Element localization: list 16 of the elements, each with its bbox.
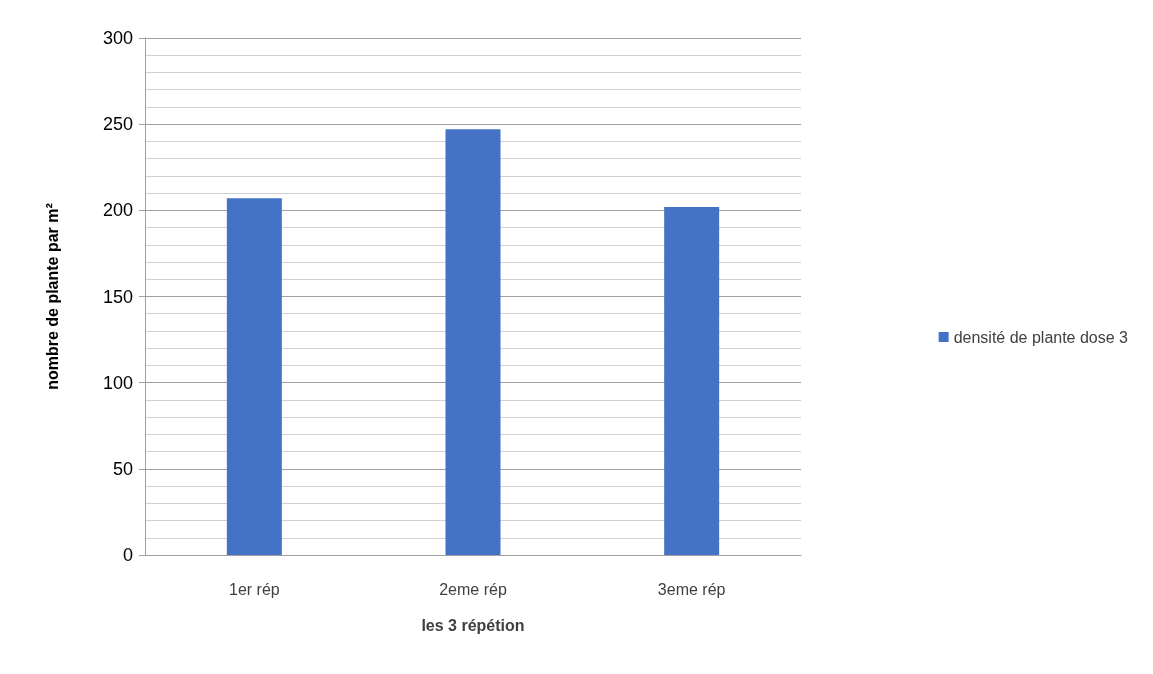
y-tick-label: 300 [102, 28, 133, 48]
bar [664, 206, 720, 555]
y-tick-label: 250 [102, 114, 133, 135]
x-axis-title: les 3 répétion [421, 616, 525, 634]
y-tick-label: 0 [122, 545, 133, 565]
y-tick-label: 150 [102, 286, 133, 307]
legend-label: densité de plante dose 3 [953, 328, 1129, 346]
y-tick-label: 50 [112, 458, 133, 479]
y-tick-label: 100 [102, 372, 133, 393]
x-tick-label: 1er rép [228, 580, 280, 598]
bar [226, 198, 282, 555]
y-tick-label: 200 [102, 200, 133, 221]
x-tick-label: 3eme rép [657, 580, 726, 598]
x-tick-label: 2eme rép [439, 580, 507, 598]
y-axis-title: nombre de plante par m² [43, 203, 61, 390]
bar [445, 129, 501, 555]
